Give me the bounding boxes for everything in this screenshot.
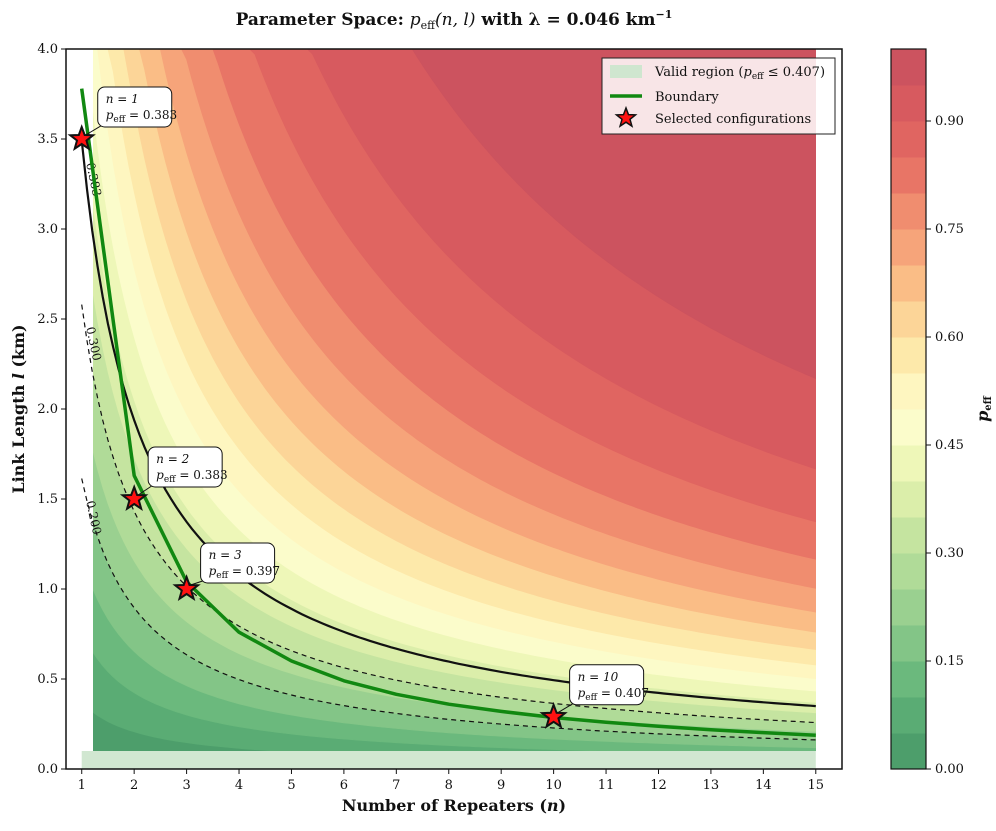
colorbar-band — [891, 121, 926, 158]
selected-star — [539, 701, 568, 729]
boundary-line — [79, 88, 816, 737]
colorbar-band — [891, 589, 926, 626]
colorbar-tick-label: 0.00 — [935, 762, 964, 777]
colorbar-band — [891, 157, 926, 194]
colorbar-label: peff — [973, 395, 994, 422]
colorbar-band — [891, 553, 926, 590]
colorbar-tick-label: 0.45 — [935, 438, 964, 453]
annotation-box — [200, 542, 276, 584]
x-tick-label: 4 — [235, 778, 243, 793]
x-tick-label: 5 — [287, 778, 295, 793]
y-tick-label: 3.5 — [37, 132, 58, 147]
selected-configurations — [67, 124, 568, 729]
colorbar-band — [891, 85, 926, 122]
x-tick-label: 10 — [545, 778, 562, 793]
colorbar-bands — [891, 49, 926, 770]
chart-title: Parameter Space: peff(n, l) with λ = 0.0… — [236, 8, 673, 32]
x-tick-label: 15 — [808, 778, 825, 793]
x-axis-title: Number of Repeaters (n) — [342, 796, 566, 815]
selected-star — [67, 124, 96, 152]
colorbar: 0.00 0.15 0.30 0.45 0.60 0.75 0.90 peff — [890, 48, 994, 777]
contour-line — [81, 304, 816, 724]
x-axis: 1 2 3 4 5 6 7 8 9 10 11 12 13 14 15 — [78, 769, 824, 793]
contour-label: 0.200 — [83, 499, 104, 536]
annotation-n-label: n = 1 — [106, 92, 139, 106]
legend-label-selected: Selected configurations — [655, 112, 811, 127]
annotation-n-label: n = 2 — [156, 452, 189, 466]
y-tick-label: 1.0 — [37, 582, 58, 597]
annotation-box — [147, 446, 223, 488]
annotation-box — [569, 664, 645, 706]
x-tick-label: 11 — [598, 778, 615, 793]
contour-line — [80, 140, 816, 708]
x-tick-label: 12 — [650, 778, 667, 793]
annotation-n-label: n = 3 — [209, 548, 242, 562]
x-tick-label: 9 — [497, 778, 505, 793]
colorbar-tick-label: 0.60 — [935, 330, 964, 345]
colorbar-band — [891, 193, 926, 230]
y-tick-label: 4.0 — [37, 42, 58, 57]
x-tick-label: 3 — [182, 778, 190, 793]
legend: Valid region (peff ≤ 0.407) Boundary Sel… — [601, 57, 836, 135]
colorbar-band — [891, 229, 926, 266]
valid-region-band — [81, 751, 816, 769]
legend-label-boundary: Boundary — [655, 90, 719, 105]
annotation-p-label: peff = 0.383 — [156, 468, 227, 485]
y-tick-label: 0.0 — [37, 762, 58, 777]
colorbar-frame — [890, 48, 927, 770]
colorbar-band — [891, 625, 926, 662]
y-axis: 0.0 0.5 1.0 1.5 2.0 2.5 3.0 3.5 4.0 — [37, 42, 66, 777]
annotations: n = 1 peff = 0.383 n = 2 peff = 0.383 n = 3 p… — [85, 86, 649, 714]
colorbar-band — [891, 517, 926, 554]
selected-star — [119, 484, 149, 512]
colorbar-tick-label: 0.30 — [935, 546, 964, 561]
y-tick-label: 2.0 — [37, 402, 58, 417]
x-tick-label: 14 — [755, 778, 772, 793]
colorbar-band — [891, 481, 926, 518]
colorbar-ticks: 0.00 0.15 0.30 0.45 0.60 0.75 0.90 — [926, 114, 964, 777]
annotation-p-label: peff = 0.407 — [578, 686, 649, 703]
colorbar-band — [891, 697, 926, 734]
colorbar-band — [891, 337, 926, 374]
y-tick-label: 0.5 — [37, 672, 58, 687]
colorbar-band — [891, 49, 926, 86]
colorbar-tick-label: 0.90 — [935, 114, 964, 129]
x-tick-label: 2 — [130, 778, 138, 793]
y-tick-label: 1.5 — [37, 492, 58, 507]
annotation-p-label: peff = 0.383 — [106, 108, 177, 125]
y-tick-label: 2.5 — [37, 312, 58, 327]
annotation-n-label: n = 10 — [578, 670, 619, 684]
colorbar-band — [891, 733, 926, 770]
colorbar-band — [891, 373, 926, 410]
x-tick-label: 13 — [703, 778, 720, 793]
legend-swatch-valid-region — [610, 65, 642, 78]
x-tick-label: 1 — [78, 778, 86, 793]
legend-label-valid-region: Valid region (peff ≤ 0.407) — [654, 65, 825, 82]
colorbar-band — [891, 265, 926, 302]
colorbar-band — [891, 445, 926, 482]
annotation-p-label: peff = 0.397 — [209, 564, 280, 581]
x-tick-label: 8 — [445, 778, 453, 793]
x-tick-label: 7 — [392, 778, 400, 793]
colorbar-band — [891, 301, 926, 338]
x-tick-label: 6 — [340, 778, 348, 793]
colorbar-band — [891, 661, 926, 698]
colorbar-tick-label: 0.75 — [935, 222, 964, 237]
y-tick-label: 3.0 — [37, 222, 58, 237]
colorbar-band — [891, 409, 926, 446]
selected-star — [172, 574, 201, 602]
colorbar-tick-label: 0.15 — [935, 654, 964, 669]
legend-swatch-star — [614, 105, 638, 128]
y-axis-title: Link Length l (km) — [9, 324, 28, 493]
contour-label: 0.300 — [83, 326, 104, 363]
annotation-box — [97, 86, 173, 128]
